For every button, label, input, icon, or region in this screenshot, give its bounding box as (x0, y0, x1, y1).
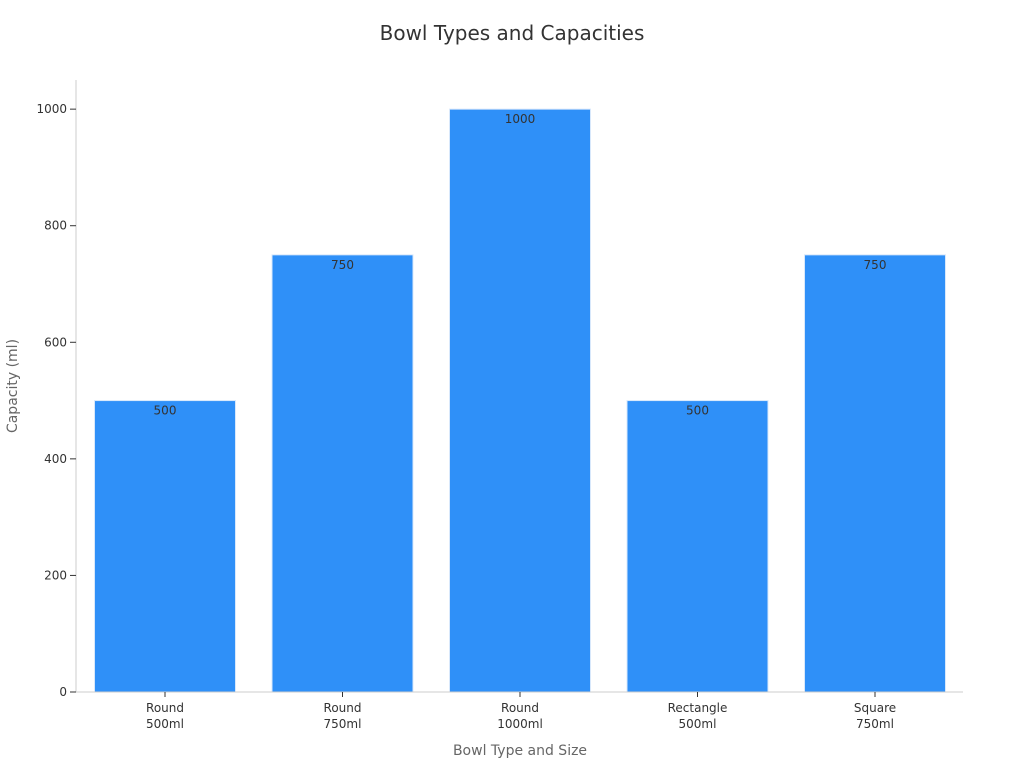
x-tick-label-line: 500ml (679, 717, 717, 731)
x-tick-label-line: Round (501, 701, 539, 715)
bar-value-label: 750 (331, 258, 354, 272)
y-tick-label: 1000 (36, 102, 67, 116)
x-tick-label: Rectangle 500ml (668, 701, 728, 731)
x-tick-label-line: 500ml (146, 717, 184, 731)
x-tick-label-line: Round (324, 701, 362, 715)
bar-value-label: 500 (686, 404, 709, 418)
y-tick-label: 800 (44, 219, 67, 233)
x-tick-label: Round 1000ml (497, 701, 543, 731)
y-tick-label: 0 (59, 685, 67, 699)
bar-value-label: 500 (154, 404, 177, 418)
x-tick-label-line: Square (854, 701, 896, 715)
y-tick-label: 400 (44, 452, 67, 466)
x-tick-label-line: 1000ml (497, 717, 543, 731)
bar-value-label: 1000 (505, 112, 536, 126)
x-tick-label: Round 500ml (146, 701, 184, 731)
bar (271, 254, 414, 693)
x-tick-label-line: Rectangle (668, 701, 728, 715)
x-tick-label: Round 750ml (324, 701, 362, 731)
x-tick-label-line: 750ml (324, 717, 362, 731)
x-axis-label: Bowl Type and Size (453, 743, 587, 759)
x-tick-label: Square 750ml (854, 701, 896, 731)
chart-title: Bowl Types and Capacities (380, 21, 645, 45)
y-tick-label: 600 (44, 335, 67, 349)
data-label-group: 500 750 1000 500 750 (154, 112, 887, 417)
x-tick-group: Round 500ml Round 750ml Round 1000ml Rectangle… (146, 692, 896, 731)
y-axis-label: Capacity (ml) (5, 339, 21, 433)
bar (626, 400, 769, 693)
bar-group (94, 108, 946, 693)
y-tick-group: 0 200 400 600 800 1000 (36, 102, 76, 699)
bar (804, 254, 946, 693)
x-tick-label-line: Round (146, 701, 184, 715)
bar-value-label: 750 (864, 258, 887, 272)
bar (449, 108, 591, 693)
y-tick-label: 200 (44, 568, 67, 582)
x-tick-label-line: 750ml (856, 717, 894, 731)
bar (94, 400, 236, 693)
